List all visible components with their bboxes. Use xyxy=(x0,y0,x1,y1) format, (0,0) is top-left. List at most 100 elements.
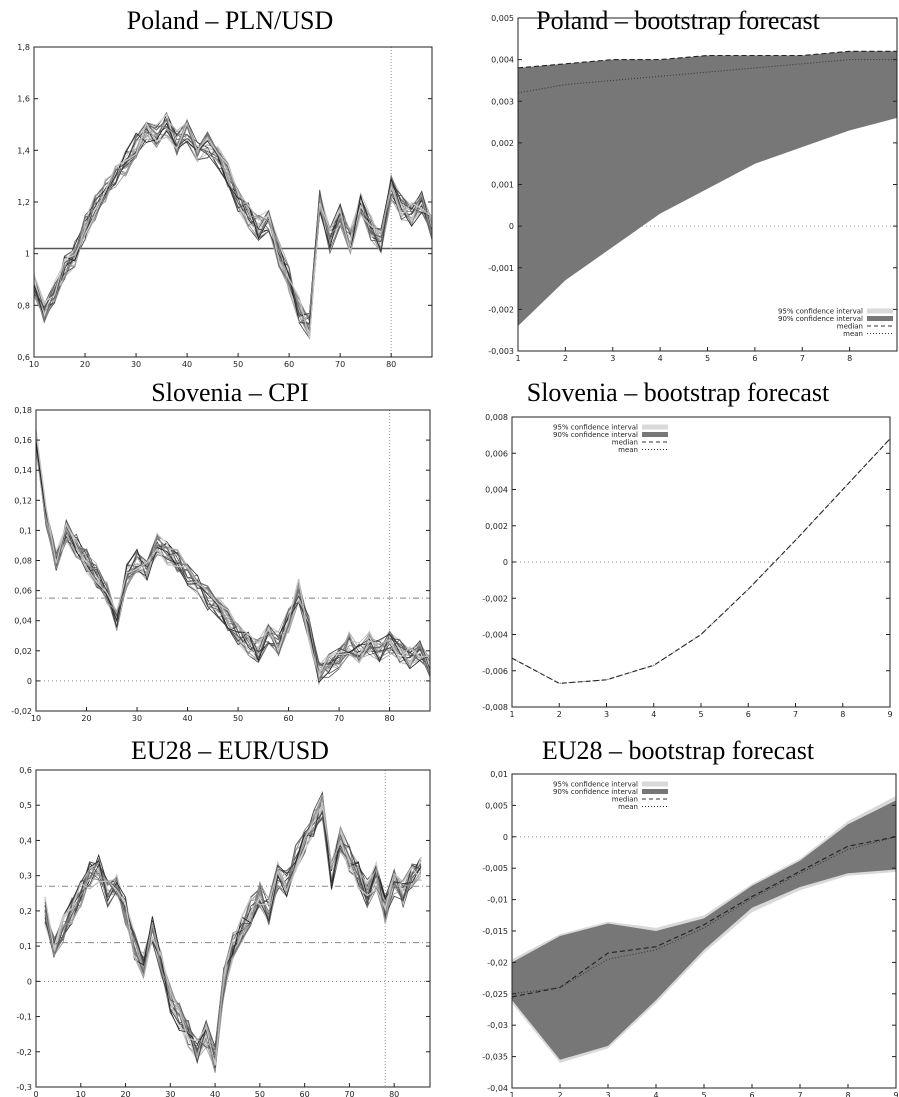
x-tick-label-3: 4 xyxy=(658,354,663,363)
chart-eu-rate: 0 10 20 30 40 50 60 70 80 -0,3 -0,2 -0,1 0 0,1 0,2 0,3 0… xyxy=(16,766,431,1097)
y-tick-label-8: 0,5 xyxy=(19,801,32,810)
y-tick-label-7: 0,004 xyxy=(491,56,514,65)
bootstrap-path-9 xyxy=(34,127,432,333)
x-tick-label-5: 6 xyxy=(746,710,751,719)
chart-title-poland-rate: Poland – PLN/USD xyxy=(126,6,334,35)
x-tick-label-3: 30 xyxy=(165,1090,175,1097)
y-tick-label-5: 0,002 xyxy=(491,139,514,148)
bootstrap-path-6 xyxy=(36,449,430,671)
y-tick-label-6: 0,1 xyxy=(19,526,32,535)
x-tick-label-3: 4 xyxy=(651,710,656,719)
y-tick-label-4: 0,1 xyxy=(19,942,32,951)
bootstrap-path-2 xyxy=(36,438,430,675)
y-tick-label-1: -0,2 xyxy=(16,1048,32,1057)
legend-swatch-1 xyxy=(642,432,668,437)
bootstrap-path-21 xyxy=(44,794,422,1061)
mean-line xyxy=(512,836,896,995)
plot-area xyxy=(512,438,890,684)
bootstrap-path-18 xyxy=(36,445,430,676)
legend-label-3: mean xyxy=(618,803,638,811)
x-tick-label-4: 5 xyxy=(701,1091,706,1097)
y-tick-label-2: -0,004 xyxy=(482,631,508,640)
legend-swatch-1 xyxy=(642,789,668,794)
chart-slovenia-forecast: 1 2 3 4 5 6 7 8 9 -0,008 -0,006 -0,004 -0,002 0 0,002 0… xyxy=(482,413,892,719)
median-line xyxy=(518,50,897,69)
x-tick-label-3: 4 xyxy=(653,1091,658,1097)
y-tick-label-10: 0,18 xyxy=(14,406,32,415)
bootstrap-path-16 xyxy=(36,441,430,675)
y-tick-label-0: -0,04 xyxy=(487,1084,508,1093)
x-tick-label-0: 1 xyxy=(509,1091,514,1097)
y-tick-label-4: 0,06 xyxy=(14,587,32,596)
bootstrap-path-20 xyxy=(34,120,432,339)
bootstrap-path-21 xyxy=(34,120,432,324)
x-tick-label-2: 3 xyxy=(605,1091,610,1097)
y-tick-label-8: 0,005 xyxy=(491,14,514,23)
x-tick-label-4: 5 xyxy=(698,710,703,719)
y-tick-label-10: 0,01 xyxy=(490,770,508,779)
x-tick-label-6: 60 xyxy=(300,1090,310,1097)
bootstrap-path-15 xyxy=(44,796,422,1073)
y-tick-label-7: 0,006 xyxy=(485,449,508,458)
bootstrap-path-19 xyxy=(44,794,422,1068)
bootstrap-path-17 xyxy=(36,431,430,675)
bootstrap-path-18 xyxy=(34,127,432,317)
legend-label-3: mean xyxy=(618,446,638,454)
x-tick-label-0: 1 xyxy=(509,710,514,719)
y-tick-label-7: 0,12 xyxy=(14,496,32,505)
y-tick-label-5: 0,08 xyxy=(14,557,32,566)
x-tick-label-3: 40 xyxy=(182,360,192,369)
chart-slovenia-cpi: 10 20 30 40 50 60 70 80 -0,02 0 0,02 0,04 0,06 0,08 0,… xyxy=(11,406,431,723)
legend-label-2: median xyxy=(612,796,638,804)
x-tick-label-8: 9 xyxy=(893,1091,898,1097)
legend-label-0: 95% confidence interval xyxy=(553,424,638,432)
bootstrap-path-5 xyxy=(44,808,422,1055)
y-tick-label-5: -0,015 xyxy=(482,927,508,936)
bootstrap-path-12 xyxy=(36,429,430,667)
x-tick-label-1: 2 xyxy=(563,354,568,363)
y-tick-label-3: -0,002 xyxy=(482,594,508,603)
y-tick-label-9: 0,005 xyxy=(485,801,508,810)
y-tick-label-3: 1,2 xyxy=(17,198,30,207)
bootstrap-path-7 xyxy=(44,805,422,1058)
chart-title-slovenia-forecast: Slovenia – bootstrap forecast xyxy=(526,378,830,407)
x-tick-label-5: 6 xyxy=(752,354,757,363)
x-tick-label-4: 50 xyxy=(233,360,243,369)
legend-label-2: median xyxy=(837,323,863,331)
y-tick-label-0: 0,6 xyxy=(17,353,30,362)
legend-swatch-0 xyxy=(642,781,668,787)
y-tick-label-0: -0,3 xyxy=(16,1083,32,1092)
x-tick-label-7: 80 xyxy=(384,714,394,723)
legend-label-3: mean xyxy=(843,330,863,338)
legend-label-0: 95% confidence interval xyxy=(778,308,863,316)
chart-poland-rate: 10 20 30 40 50 60 70 80 0,6 0,8 1 1,2 1,4 1,6 1,8 xyxy=(17,43,433,369)
x-tick-label-5: 6 xyxy=(749,1091,754,1097)
x-tick-label-2: 30 xyxy=(131,360,141,369)
x-tick-label-2: 30 xyxy=(132,714,142,723)
legend-swatch-1 xyxy=(867,316,893,321)
y-tick-label-6: 0,003 xyxy=(491,97,514,106)
y-tick-label-5: 0,2 xyxy=(19,907,32,916)
mean-line xyxy=(512,438,890,684)
x-tick-label-2: 3 xyxy=(610,354,615,363)
plot-area xyxy=(518,50,897,327)
x-tick-label-1: 2 xyxy=(557,1091,562,1097)
plot-area xyxy=(36,770,430,1087)
x-tick-label-7: 8 xyxy=(845,1091,850,1097)
median-line xyxy=(512,836,896,998)
x-tick-label-1: 2 xyxy=(557,710,562,719)
y-tick-label-4: 0,001 xyxy=(491,181,514,190)
y-tick-label-0: -0,003 xyxy=(488,347,514,356)
x-tick-label-6: 70 xyxy=(334,714,344,723)
y-tick-label-6: 1,8 xyxy=(17,43,30,52)
legend-swatch-0 xyxy=(642,424,668,430)
legend-label-1: 90% confidence interval xyxy=(778,315,863,323)
mean-line xyxy=(518,59,897,94)
x-tick-label-6: 7 xyxy=(800,354,805,363)
x-tick-label-7: 80 xyxy=(386,360,396,369)
x-tick-label-0: 10 xyxy=(29,360,39,369)
chart-eu-forecast: 1 2 3 4 5 6 7 8 9 -0,04 -0,035 -0,03 -0,025 -0,02 -0,0… xyxy=(482,770,898,1097)
